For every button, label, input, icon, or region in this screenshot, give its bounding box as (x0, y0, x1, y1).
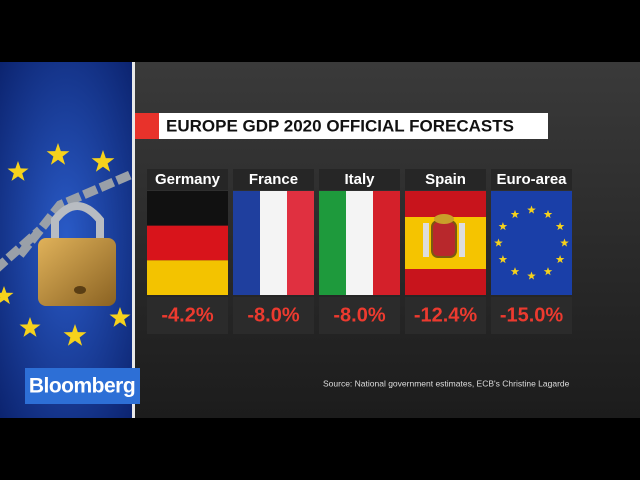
value-box (491, 297, 572, 334)
star (498, 222, 508, 231)
eu-stars (0, 143, 131, 346)
gdp-forecast: -8.0% (247, 304, 299, 326)
star (46, 143, 70, 165)
crest-pillar (423, 223, 429, 257)
value-box (233, 297, 314, 334)
source: Source: National government estimates, E… (323, 378, 570, 388)
crest-crown (434, 214, 454, 224)
padlock (0, 170, 132, 306)
crest-pillar (459, 223, 465, 257)
country-name: Italy (344, 171, 375, 188)
divider (132, 62, 135, 418)
flag-stripe (147, 225, 228, 261)
flag-stripe (373, 191, 400, 295)
flag-stripe (260, 191, 287, 295)
star (510, 209, 520, 219)
star (527, 271, 536, 280)
star (543, 209, 553, 219)
flag-stripe (287, 191, 314, 295)
flag-stripe (233, 191, 260, 295)
star (510, 267, 520, 276)
star (0, 286, 14, 305)
value-box (405, 297, 486, 334)
flag-stripe (319, 191, 346, 295)
star (7, 161, 29, 181)
gdp-forecast: -4.2% (161, 304, 213, 326)
flag-stripe (346, 191, 373, 295)
value-box (147, 297, 228, 334)
flag-stripe (405, 191, 486, 217)
star (63, 324, 87, 346)
country-name: Spain (425, 171, 466, 188)
title-accent (135, 113, 159, 139)
title: EUROPE GDP 2020 OFFICIAL FORECASTS (166, 116, 514, 135)
logo-box (25, 368, 140, 404)
star (19, 317, 41, 337)
country-name: France (249, 171, 298, 188)
star (91, 150, 115, 172)
panel-header (233, 169, 314, 190)
flag-stripe (405, 269, 486, 295)
country-name: Euro-area (496, 171, 567, 188)
title-box (159, 113, 548, 139)
star (109, 307, 131, 327)
country-name: Germany (155, 171, 221, 188)
star (494, 238, 503, 247)
gdp-forecast: -12.4% (414, 304, 478, 326)
panel-header (405, 169, 486, 190)
star (498, 255, 508, 264)
flag-stripe (147, 260, 228, 295)
value-box (319, 297, 400, 334)
gdp-forecast: -8.0% (333, 304, 385, 326)
flag-stripe (147, 191, 228, 226)
star (560, 238, 569, 247)
panel-header (147, 169, 228, 190)
star (527, 205, 536, 214)
crest (431, 220, 457, 258)
panel-header (319, 169, 400, 190)
star (555, 222, 565, 231)
panels: Germany -4.2% France -8.0% Italy -8.0% Spain -1… (147, 169, 572, 334)
star (555, 255, 565, 264)
star (543, 267, 553, 276)
logo: Bloomberg (29, 375, 135, 398)
gdp-forecast: -15.0% (500, 304, 564, 326)
panel-header (491, 169, 572, 190)
